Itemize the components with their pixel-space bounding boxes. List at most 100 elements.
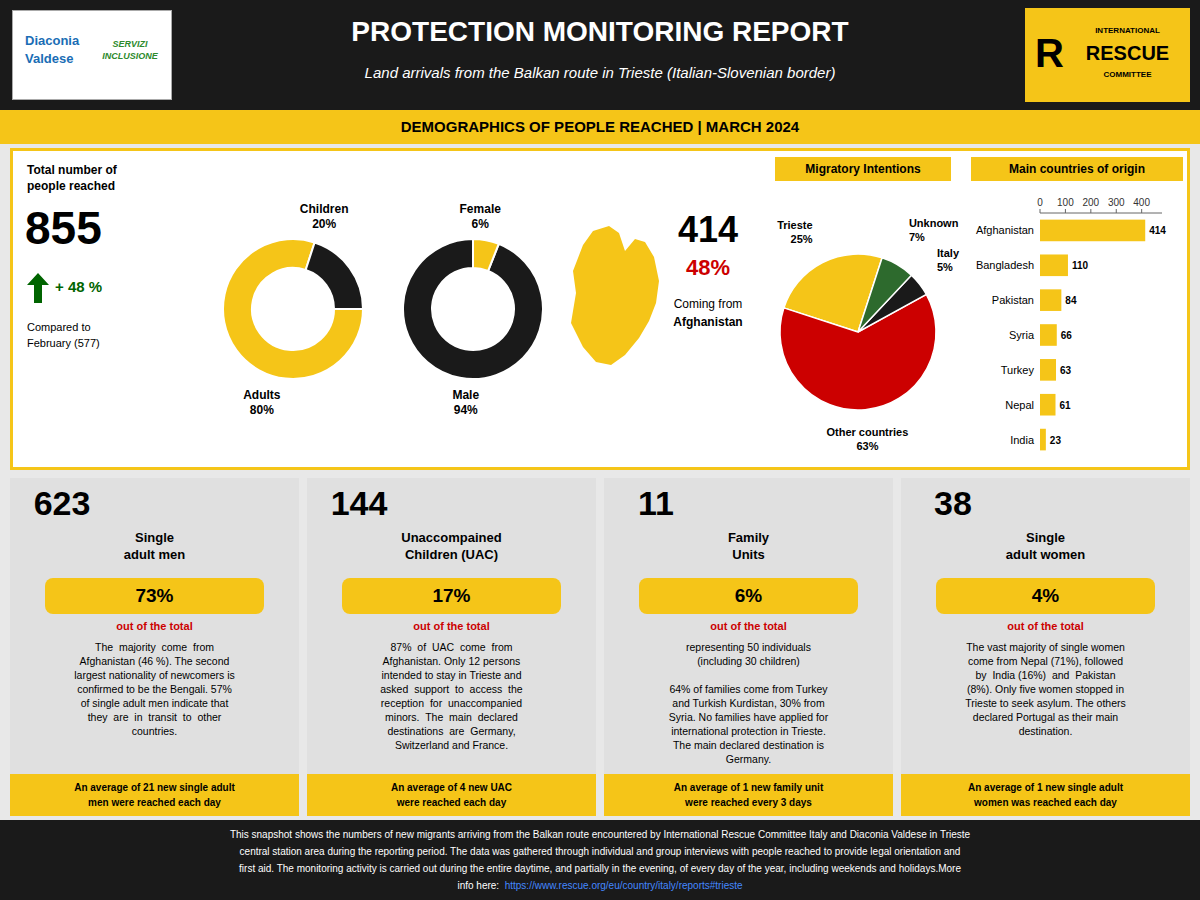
slice-label: Unknown (909, 217, 959, 229)
logo-text: RESCUE (1070, 42, 1185, 65)
footer: This snapshot shows the numbers of new m… (0, 820, 1200, 900)
logo-text: Valdese (25, 51, 73, 66)
card-description: (including 30 children) (604, 654, 893, 668)
card: 623Single adult men73%out of the totalTh… (10, 478, 299, 816)
logo-text: COMMITTEE (1070, 70, 1185, 79)
x-tick (1040, 209, 1041, 213)
pct-box: 17% (342, 578, 562, 614)
card-description: come from Nepal (71%), followed (901, 654, 1190, 668)
page: { "title": "PROTECTION MONITORING REPORT… (0, 0, 1200, 900)
logo-text: INTERNATIONAL (1070, 26, 1185, 35)
data-label: 63 (1060, 365, 1072, 376)
slice-value-label: 94% (454, 403, 478, 417)
card-footer: An average of 4 new UACwere reached each… (307, 774, 596, 816)
footer-link[interactable]: https://www.rescue.org/eu/country/italy/… (505, 880, 743, 891)
card-description: Switzerland and France. (307, 738, 596, 752)
slice-value-label: 25% (791, 233, 813, 245)
slice-label: Male (452, 388, 479, 402)
data-label: 66 (1061, 330, 1073, 341)
bar (1040, 289, 1061, 311)
footer-text: central station area during the reportin… (0, 843, 1200, 860)
card-note: out of the total (10, 620, 299, 632)
pct-box: 6% (639, 578, 859, 614)
category-label: Nepal (1005, 399, 1034, 411)
card-footer-text: were reached every 3 days (604, 795, 893, 810)
card-pct: 4% (936, 578, 1156, 614)
slice-value-label: 6% (472, 217, 490, 231)
slice-label: Other countries (826, 426, 908, 438)
afghanistan-label: Coming from (653, 297, 763, 311)
bar-chart: 0100200300400Afghanistan414Bangladesh110… (968, 187, 1188, 467)
chart-title-box: Migratory Intentions (775, 157, 951, 181)
card-description: by India (16%) and Pakistan (901, 668, 1190, 682)
country-shape-fill (571, 226, 659, 365)
card-footer: An average of 1 new single adultwomen wa… (901, 774, 1190, 816)
card-note: out of the total (604, 620, 893, 632)
stat-label: Total number of (27, 163, 117, 177)
compare-text: Compared to (27, 321, 91, 333)
card-description: Afghanistan (46 %). The second (10, 654, 299, 668)
data-label: 61 (1060, 400, 1072, 411)
data-label: 110 (1072, 260, 1089, 271)
subtitle: Land arrivals from the Balkan route in T… (190, 64, 1010, 81)
card-description: countries. (10, 724, 299, 738)
card-description: Germany. (604, 752, 893, 766)
card-pct: 73% (45, 578, 265, 614)
pie-slice (780, 294, 936, 410)
card-description: 87% of UAC come from (307, 640, 596, 654)
increase: + 48 % (55, 278, 102, 295)
card-footer-text: women was reached each day (901, 795, 1190, 810)
x-tick (1116, 209, 1117, 213)
x-axis-line (1040, 213, 1162, 214)
slice-label: Children (300, 202, 349, 216)
card-description: The majority come from (10, 640, 299, 654)
footer-text: info here: (457, 880, 504, 891)
card-description: declared Portugal as their main (901, 710, 1190, 724)
card-description: Afghanistan. Only 12 persons (307, 654, 596, 668)
slice-value-label: 5% (937, 261, 953, 273)
data-label: 23 (1050, 435, 1062, 446)
card-description (604, 668, 893, 682)
card-description: they are in transit to other (10, 710, 299, 724)
slice-value-label: 7% (909, 231, 925, 243)
category-label: Pakistan (992, 294, 1034, 306)
pie-slice (858, 258, 911, 332)
pie-chart: Trieste25%Other countries63%Italy5%Unkno… (758, 187, 968, 467)
card-description: asked support to access the (307, 682, 596, 696)
footer-text: This snapshot shows the numbers of new m… (0, 826, 1200, 843)
card-description: international protection in Trieste. (604, 724, 893, 738)
card-label: Single adult men (10, 530, 299, 564)
card-label: Single adult women (901, 530, 1190, 564)
card-description: and Turkish Kurdistan, 30% from (604, 696, 893, 710)
category-label: India (1010, 434, 1035, 446)
afghanistan-label: Afghanistan (653, 315, 763, 329)
chart-title: Main countries of origin (971, 157, 1183, 181)
footer-line: info here: https://www.rescue.org/eu/cou… (0, 877, 1200, 894)
section-header-bar: DEMOGRAPHICS OF PEOPLE REACHED | MARCH 2… (0, 110, 1200, 144)
chart-title-box: Main countries of origin (971, 157, 1183, 181)
card-description: largest nationality of newcomers is (10, 668, 299, 682)
card-description: confirmed to be the Bengali. 57% (10, 682, 299, 696)
x-tick-label: 400 (1133, 197, 1150, 208)
donut-slice (403, 239, 543, 379)
data-label: 84 (1065, 295, 1077, 306)
slice-value-label: 63% (856, 440, 878, 452)
donut-slice (473, 239, 499, 271)
card: 144Unaccompained Children (UAC)17%out of… (307, 478, 596, 816)
x-tick-label: 200 (1082, 197, 1099, 208)
x-tick (1090, 209, 1091, 213)
afghanistan-value: 414 (653, 209, 763, 251)
donut-slice (306, 242, 363, 309)
pct-box: 4% (936, 578, 1156, 614)
card-description: reception for unaccompanied (307, 696, 596, 710)
slice-label: Italy (937, 247, 960, 259)
donut-chart: Adults80%Children20% (193, 159, 393, 459)
card-footer-text: An average of 1 new family unit (604, 780, 893, 795)
header: DiaconiaValdeseSERVIZI INCLUSIONEPROTECT… (0, 0, 1200, 110)
card-description: destinations are Germany, (307, 724, 596, 738)
card-description: The main declared destination is (604, 738, 893, 752)
donut-slice (223, 239, 363, 379)
card-description: intended to stay in Trieste and (307, 668, 596, 682)
x-tick-label: 100 (1057, 197, 1074, 208)
card-number: 11 (604, 484, 708, 523)
